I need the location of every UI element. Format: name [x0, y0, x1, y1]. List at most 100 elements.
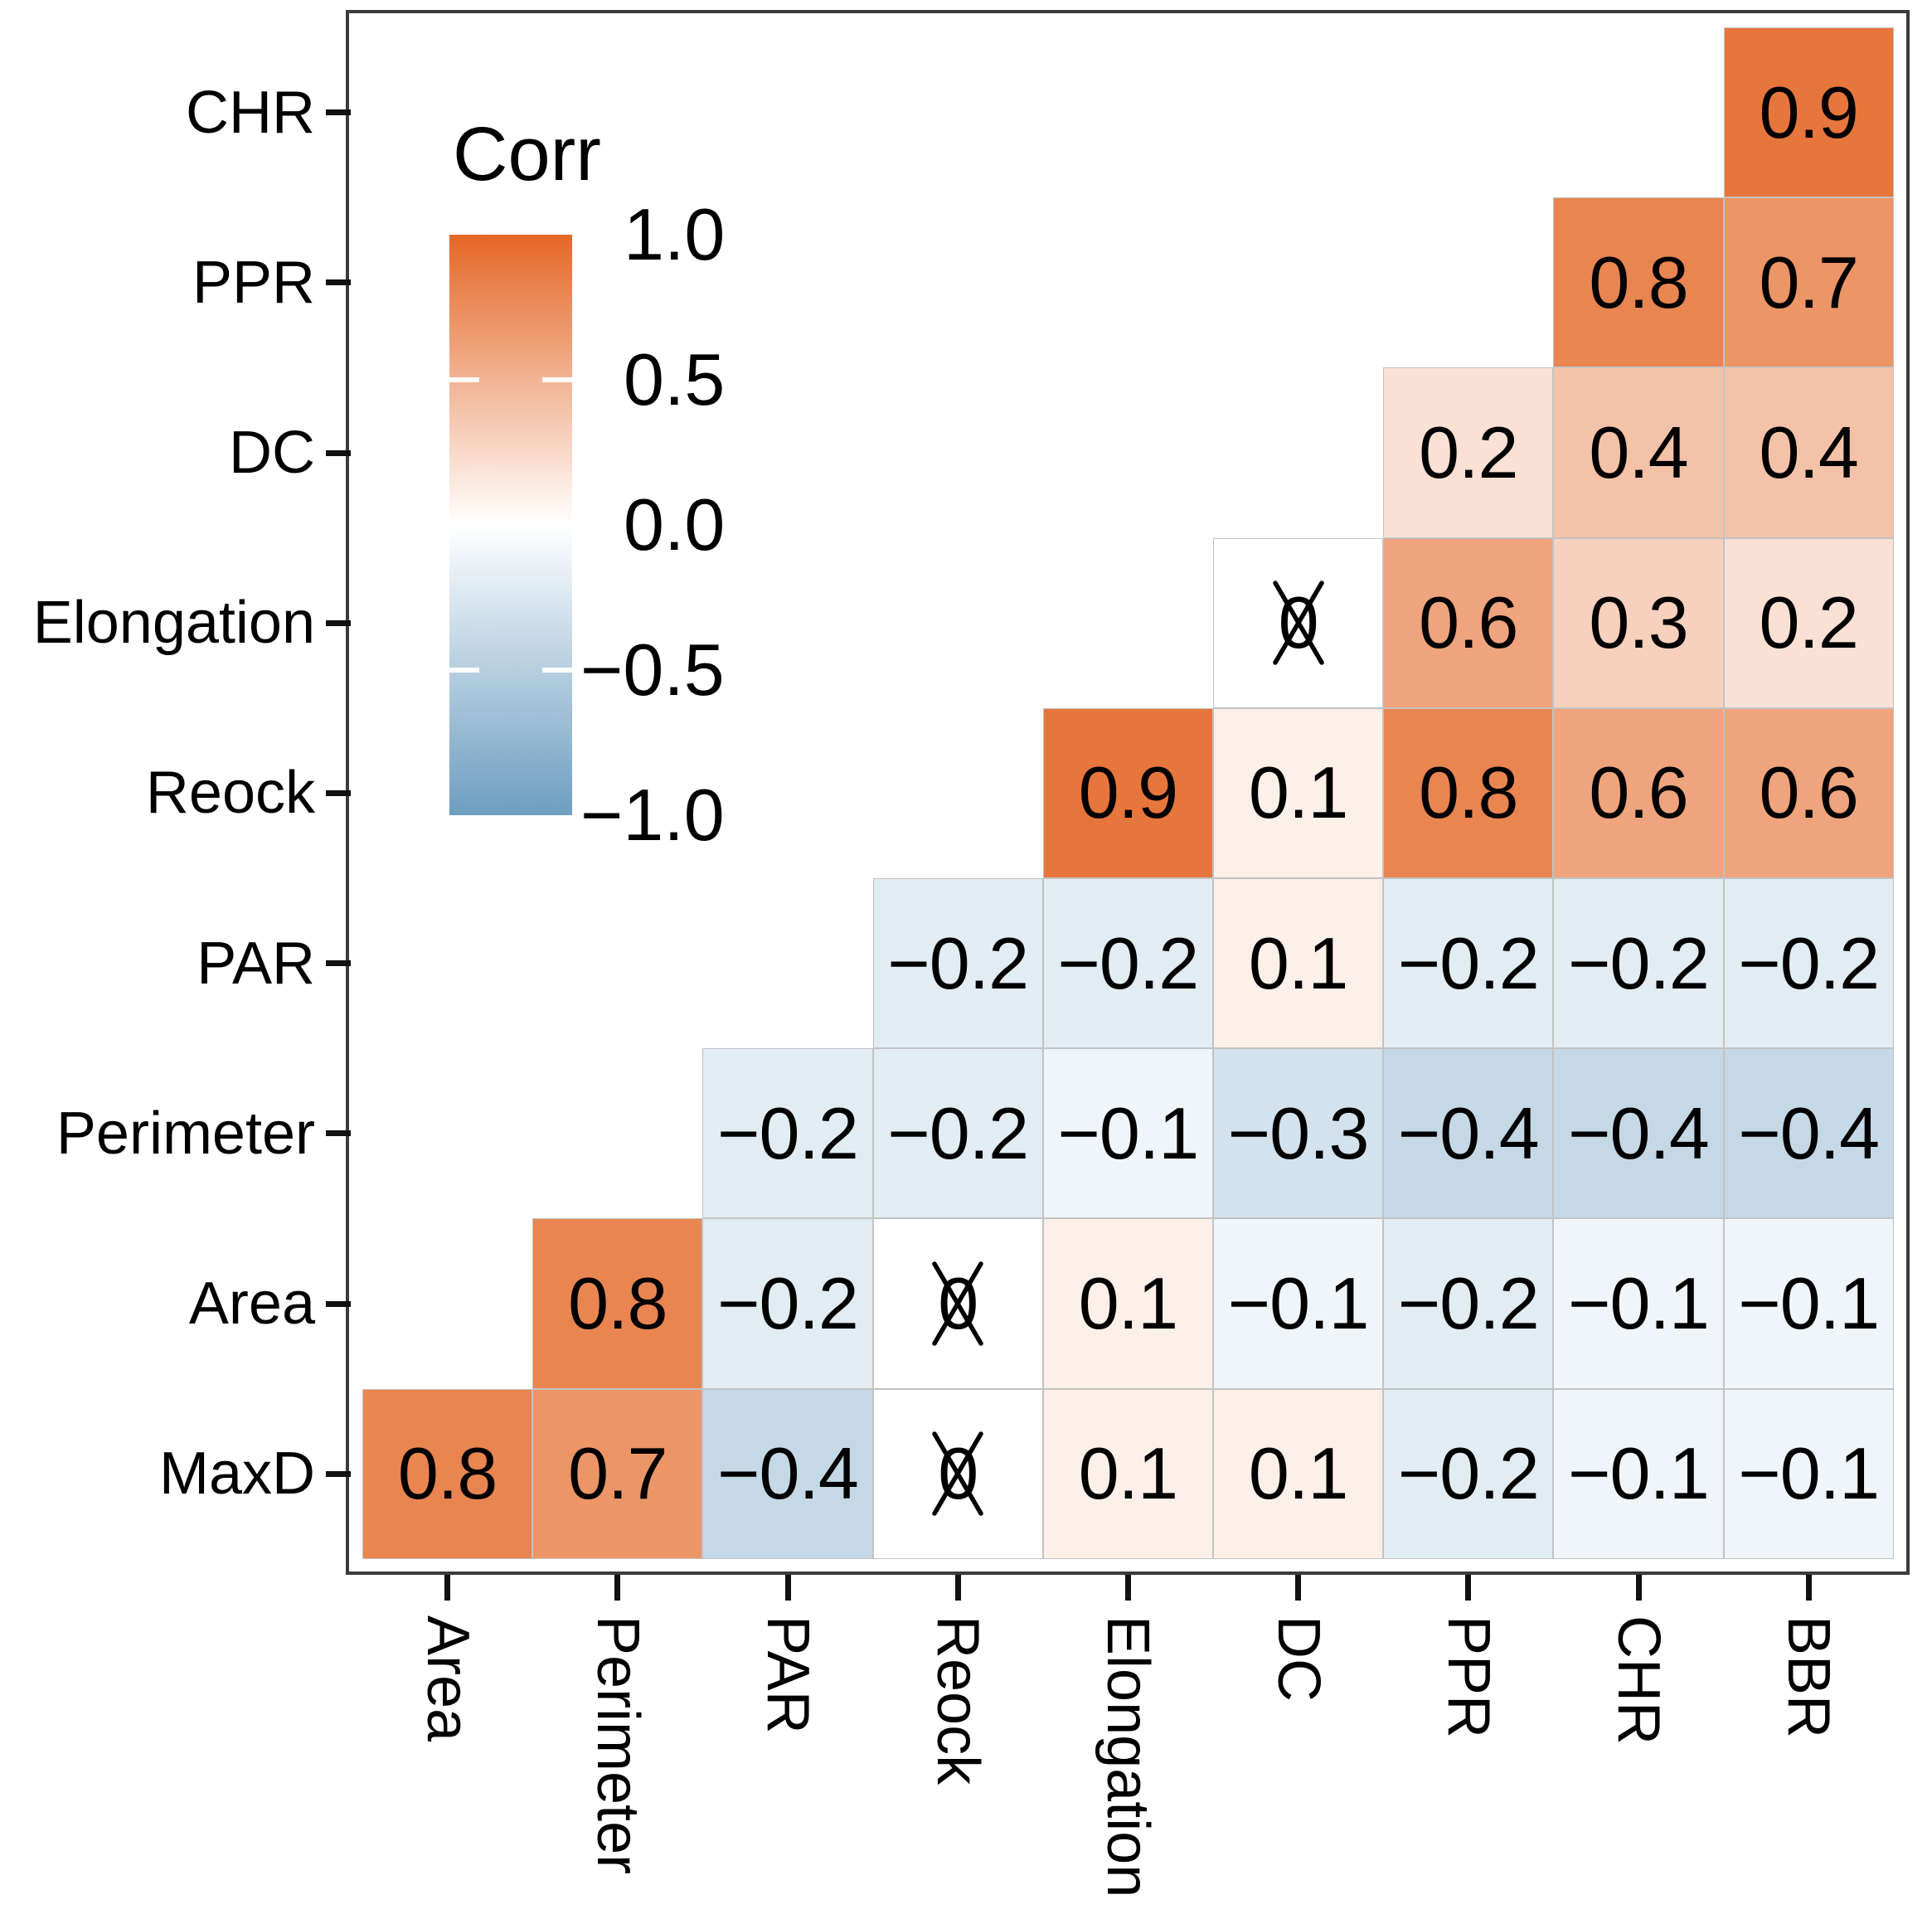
legend-tick-notch [542, 377, 572, 382]
cell-value: 0.8 [397, 1432, 498, 1515]
x-axis-tick-Elongation [1124, 1575, 1131, 1601]
not-significant-x-icon [932, 1431, 983, 1516]
x-axis-tick-PPR [1465, 1575, 1472, 1601]
cell-value: 0.4 [1759, 410, 1859, 493]
corr-cell-MaxD-Reock: 0 [872, 1388, 1043, 1559]
cell-value: 0.9 [1078, 751, 1178, 834]
cell-value: −0.2 [717, 1261, 859, 1344]
corr-cell-MaxD-CHR: −0.1 [1553, 1388, 1724, 1559]
corr-cell-Area-Elongation: 0.1 [1042, 1218, 1213, 1389]
x-axis-tick-Perimeter [614, 1575, 621, 1601]
y-axis-label-CHR: CHR [186, 79, 315, 146]
corr-cell-Elongation-DC: 0 [1213, 537, 1384, 708]
x-axis-tick-BBR [1805, 1575, 1812, 1601]
cell-value: −0.2 [1397, 1261, 1540, 1344]
y-axis-label-MaxD: MaxD [158, 1440, 315, 1508]
corr-cell-PAR-DC: 0.1 [1213, 878, 1384, 1049]
corr-cell-PAR-Reock: −0.2 [872, 878, 1043, 1049]
corr-cell-Reock-BBR: 0.6 [1723, 707, 1894, 878]
cell-value: 0.1 [1078, 1261, 1178, 1344]
x-axis-label-DC: DC [1265, 1615, 1332, 1702]
y-axis-tick-DC [326, 449, 351, 456]
cell-value: −0.1 [1568, 1432, 1710, 1515]
cell-value: −0.3 [1227, 1091, 1370, 1174]
corr-cell-PAR-CHR: −0.2 [1553, 878, 1724, 1049]
corr-cell-Area-DC: −0.1 [1213, 1218, 1384, 1389]
y-axis-tick-Elongation [326, 619, 351, 626]
legend-tick-label-0.5: 0.5 [624, 338, 726, 420]
y-axis-label-Reock: Reock [145, 760, 315, 827]
legend-tick-notch [542, 668, 572, 673]
x-axis-label-PAR: PAR [755, 1615, 821, 1734]
corr-cell-Area-BBR: −0.1 [1723, 1218, 1894, 1389]
y-axis-tick-Area [326, 1300, 351, 1307]
corr-cell-Elongation-PPR: 0.6 [1383, 537, 1554, 708]
cell-value: −0.1 [1738, 1261, 1880, 1344]
cell-value: 0.9 [1759, 70, 1859, 153]
y-axis-label-PAR: PAR [197, 930, 315, 997]
cell-value: 0.7 [568, 1432, 667, 1515]
cell-value: −0.1 [1227, 1261, 1370, 1344]
cell-value: 0.1 [1248, 1432, 1348, 1515]
cell-value: 0.2 [1759, 581, 1859, 664]
legend-tick-label-1.0: 1.0 [624, 193, 726, 275]
x-axis-tick-Reock [954, 1575, 961, 1601]
cell-value: −0.2 [717, 1091, 859, 1174]
cell-value: 0.8 [568, 1261, 667, 1344]
corr-cell-MaxD-Area: 0.8 [362, 1388, 533, 1559]
legend-tick-label-−0.5: −0.5 [580, 629, 725, 711]
corr-cell-Reock-Elongation: 0.9 [1042, 707, 1213, 878]
corr-cell-MaxD-BBR: −0.1 [1723, 1388, 1894, 1559]
corr-cell-PPR-BBR: 0.7 [1723, 197, 1894, 368]
y-axis-tick-PAR [326, 960, 351, 967]
corr-cell-MaxD-Elongation: 0.1 [1042, 1388, 1213, 1559]
y-axis-label-DC: DC [229, 420, 315, 486]
cell-value: −0.2 [1738, 921, 1880, 1004]
cell-value: −0.2 [887, 921, 1029, 1004]
cell-value: 0.7 [1759, 240, 1859, 323]
cell-value: 0.8 [1589, 240, 1688, 323]
corr-cell-DC-CHR: 0.4 [1553, 367, 1724, 538]
cell-value: −0.2 [1057, 921, 1200, 1004]
corr-cell-Reock-PPR: 0.8 [1383, 707, 1554, 878]
corr-cell-Area-CHR: −0.1 [1553, 1218, 1724, 1389]
x-axis-tick-PAR [784, 1575, 791, 1601]
corr-cell-MaxD-DC: 0.1 [1213, 1388, 1384, 1559]
corr-cell-Area-Perimeter: 0.8 [532, 1218, 703, 1389]
y-axis-label-Area: Area [188, 1270, 315, 1337]
corr-cell-Perimeter-BBR: −0.4 [1723, 1048, 1894, 1219]
corr-cell-PAR-PPR: −0.2 [1383, 878, 1554, 1049]
y-axis-tick-CHR [326, 109, 351, 116]
corr-cell-Area-PPR: −0.2 [1383, 1218, 1554, 1389]
y-axis-tick-PPR [326, 279, 351, 286]
corr-cell-Reock-DC: 0.1 [1213, 707, 1384, 878]
cell-value: −0.4 [1568, 1091, 1710, 1174]
cell-value: −0.1 [1568, 1261, 1710, 1344]
cell-value: −0.2 [887, 1091, 1029, 1174]
x-axis-label-Elongation: Elongation [1095, 1615, 1162, 1898]
cell-value: 0.1 [1248, 921, 1348, 1004]
corr-cell-Perimeter-PAR: −0.2 [702, 1048, 873, 1219]
y-axis-tick-Perimeter [326, 1130, 351, 1137]
y-axis-label-PPR: PPR [192, 249, 315, 316]
cell-value: 0.1 [1248, 751, 1348, 834]
x-axis-label-Perimeter: Perimeter [584, 1615, 651, 1875]
corr-cell-Perimeter-Reock: −0.2 [872, 1048, 1043, 1219]
legend-title: Corr [453, 112, 601, 197]
y-axis-tick-Reock [326, 789, 351, 796]
cell-value: 0.6 [1759, 751, 1859, 834]
x-axis-tick-DC [1295, 1575, 1302, 1601]
corr-cell-MaxD-Perimeter: 0.7 [532, 1388, 703, 1559]
corr-cell-Area-Reock: 0 [872, 1218, 1043, 1389]
corr-cell-Elongation-BBR: 0.2 [1723, 537, 1894, 708]
cell-value: 0.2 [1419, 410, 1518, 493]
x-axis-label-Reock: Reock [925, 1615, 992, 1785]
cell-value: 0.3 [1589, 581, 1688, 664]
cell-value: 0.1 [1078, 1432, 1178, 1515]
y-axis-tick-MaxD [326, 1470, 351, 1477]
x-axis-label-CHR: CHR [1605, 1615, 1672, 1745]
legend-tick-notch [449, 377, 479, 382]
corr-cell-DC-PPR: 0.2 [1383, 367, 1554, 538]
not-significant-x-icon [1272, 581, 1324, 665]
